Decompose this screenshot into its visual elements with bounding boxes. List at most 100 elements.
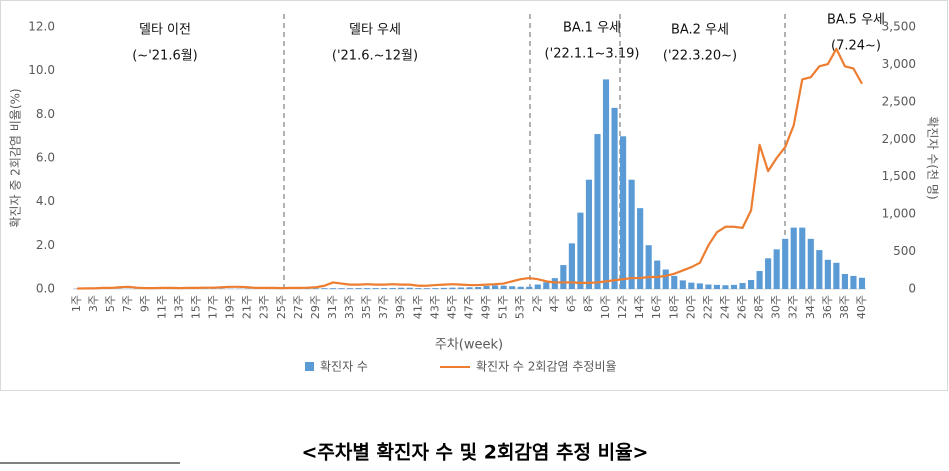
- bar: [722, 285, 729, 289]
- bar: [756, 271, 763, 289]
- y-tick-label: 0.0: [36, 282, 55, 296]
- x-tick-label: 30주: [770, 295, 783, 319]
- bar: [782, 238, 789, 289]
- y2-tick-label: 500: [893, 244, 916, 258]
- chart-frame: [0, 0, 948, 391]
- bar: [816, 250, 823, 289]
- bar: [372, 288, 379, 289]
- period-dividers: [283, 14, 786, 289]
- x-tick-label: 3주: [87, 295, 100, 312]
- bar: [551, 278, 558, 289]
- x-tick-label: 39주: [394, 295, 407, 319]
- y2-tick-label: 2,000: [882, 132, 916, 146]
- bar: [492, 285, 499, 289]
- x-tick-label: 11주: [155, 295, 168, 319]
- bar: [696, 283, 703, 289]
- caption: <주차별 확진자 수 및 2회감염 추정 비율>: [302, 441, 649, 464]
- bar: [790, 227, 797, 289]
- bar: [858, 277, 866, 289]
- x-tick-label: 6주: [565, 295, 578, 312]
- bar: [406, 287, 413, 289]
- x-tick-label: 2주: [531, 295, 544, 312]
- x-tick-label: 21주: [241, 295, 254, 319]
- x-tick-label: 33주: [343, 295, 356, 319]
- bar: [765, 258, 772, 289]
- x-tick-label: 47주: [463, 295, 476, 319]
- bar: [560, 265, 567, 289]
- x-tick-label: 43주: [428, 295, 441, 319]
- bar: [449, 287, 456, 289]
- x-tick-label: 12주: [616, 295, 629, 319]
- legend-label: 확진자 수 2회감염 추정비율: [476, 360, 617, 374]
- bar: [483, 286, 490, 289]
- legend-swatch: [305, 362, 314, 371]
- bar: [423, 288, 430, 289]
- y2-axis-title: 확진자 수(천 명): [926, 116, 941, 199]
- bar: [799, 227, 806, 289]
- annotation: 델타 우세: [349, 23, 401, 38]
- bar: [474, 287, 482, 289]
- x-tick-label: 35주: [360, 295, 373, 319]
- x-tick-label: 1주: [70, 295, 83, 312]
- bar: [526, 286, 533, 289]
- bar: [568, 243, 575, 289]
- x-tick-label: 5주: [104, 295, 117, 312]
- bar: [807, 238, 814, 289]
- x-tick-label: 36주: [821, 295, 834, 319]
- bar: [705, 284, 712, 289]
- x-tick-label: 51주: [497, 295, 510, 319]
- y2-tick-label: 0: [908, 282, 916, 296]
- x-tick-label: 28주: [753, 295, 766, 319]
- x-tick-label: 38주: [838, 295, 851, 319]
- annotation: ('21.6.~12월): [332, 49, 418, 64]
- y-tick-label: 8.0: [36, 107, 55, 121]
- bar: [645, 245, 652, 289]
- y2-tick-label: 3,000: [882, 57, 916, 71]
- bar: [457, 287, 465, 289]
- bar: [440, 287, 447, 289]
- x-tick-label: 40주: [855, 295, 868, 319]
- bar: [509, 286, 516, 289]
- x-tick-label: 25주: [275, 295, 288, 319]
- bar: [534, 284, 541, 289]
- bar: [611, 107, 618, 290]
- bar: [739, 283, 746, 289]
- x-tick-label: 16주: [650, 295, 663, 319]
- x-tick-label: 23주: [258, 295, 271, 319]
- bar: [338, 288, 345, 289]
- bar: [585, 179, 593, 289]
- annotation: 델타 이전: [139, 23, 191, 38]
- bar: [398, 287, 405, 289]
- bar: [543, 282, 550, 289]
- y-tick-label: 6.0: [36, 151, 55, 165]
- bar: [654, 260, 661, 289]
- bar: [841, 274, 848, 289]
- annotation: BA.1 우세: [563, 21, 621, 36]
- annotation: BA.2 우세: [671, 23, 729, 38]
- bar: [321, 288, 328, 289]
- annotation: (7.24~): [831, 39, 881, 54]
- x-tick-label: 20주: [684, 295, 697, 319]
- bar: [747, 280, 755, 289]
- annotation: ('22.1.1~3.19): [545, 47, 640, 62]
- bar: [329, 288, 337, 289]
- y2-tick-label: 3,500: [882, 20, 916, 34]
- bar: [671, 275, 678, 289]
- bar: [833, 262, 840, 289]
- x-tick-label: 32주: [787, 295, 800, 319]
- x-tick-label: 18주: [667, 295, 680, 319]
- bar: [688, 282, 695, 289]
- x-tick-label: 26주: [736, 295, 749, 319]
- bar: [824, 259, 831, 289]
- y2-tick-label: 1,500: [882, 169, 916, 183]
- x-tick-label: 13주: [172, 295, 185, 319]
- bar: [312, 288, 319, 289]
- y-axis-title: 확진자 중 2회감염 비율(%): [9, 88, 23, 227]
- x-tick-label: 53주: [514, 295, 527, 319]
- bar: [466, 287, 473, 289]
- x-tick-label: 24주: [718, 295, 731, 319]
- bar: [432, 288, 439, 289]
- x-tick-label: 31주: [326, 295, 339, 319]
- bar: [500, 285, 507, 289]
